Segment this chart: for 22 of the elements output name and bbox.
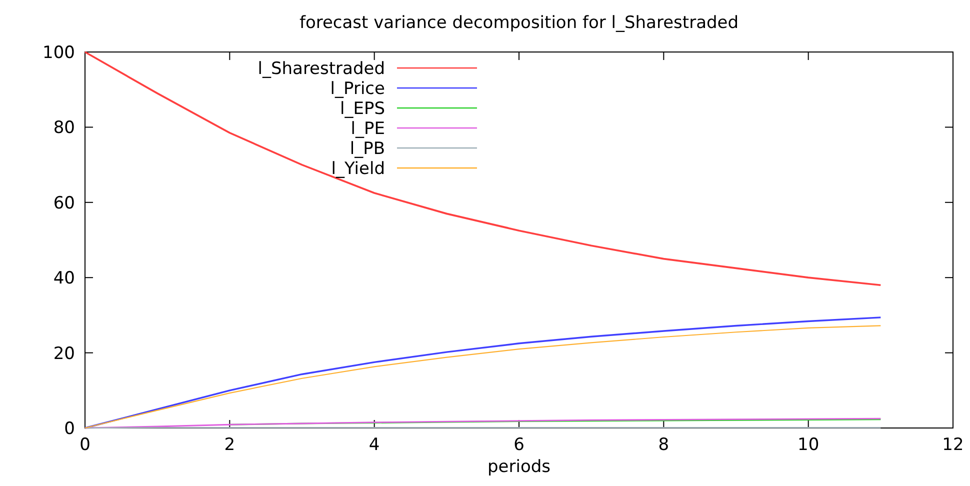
y-tick-label: 20 (53, 344, 75, 364)
chart-title: forecast variance decomposition for l_Sharestraded (299, 13, 739, 33)
y-tick-label: 80 (53, 118, 75, 138)
line-series (84, 51, 882, 286)
legend-label: l_EPS (340, 98, 385, 119)
x-tick-label: 10 (798, 435, 820, 455)
x-tick-label: 8 (658, 435, 670, 455)
legend-label: l_Price (330, 78, 385, 99)
x-tick-label: 0 (80, 435, 90, 455)
x-tick-label: 12 (942, 435, 964, 455)
legend-label: l_PE (350, 118, 385, 139)
y-tick-label: 60 (53, 193, 75, 214)
y-tick-label: 100 (42, 42, 75, 63)
legend-label: l_Yield (331, 158, 385, 179)
y-tick-label: 0 (64, 418, 75, 439)
y-tick-label: 40 (53, 268, 75, 289)
x-tick-label: 6 (514, 435, 524, 455)
legend-label: l_Sharestraded (258, 58, 385, 79)
x-axis-title: periods (487, 457, 551, 477)
x-tick-label: 4 (368, 435, 380, 455)
legend-label: l_PB (350, 138, 385, 159)
x-tick-label: 2 (224, 435, 236, 455)
